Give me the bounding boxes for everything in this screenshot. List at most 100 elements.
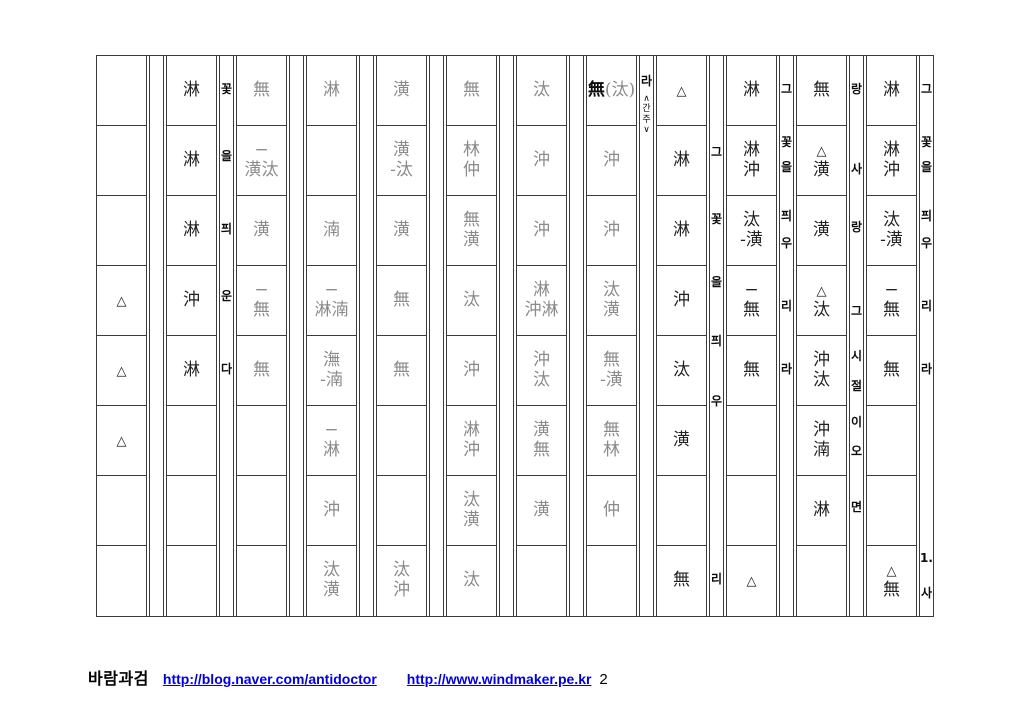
note-glyph: -潢 xyxy=(600,370,623,390)
note-glyph: − xyxy=(324,280,339,300)
note-glyph: 淋 xyxy=(743,80,760,100)
note-glyph: 沖 xyxy=(183,290,200,310)
note-cell: 汰潢 xyxy=(587,266,636,336)
note-column: 淋淋沖汰 -潢 − 無無 △ 無 xyxy=(866,55,917,617)
note-glyph: 淋 xyxy=(463,420,480,440)
note-glyph: − xyxy=(254,280,269,300)
blog-link[interactable]: http://blog.naver.com/antidoctor xyxy=(162,671,377,687)
lyric-syllable: 픠 xyxy=(920,209,933,224)
column-group-col-9: △ 淋淋沖汰潢無 그 꽃 을 픠 우 리 xyxy=(656,55,724,617)
note-line: 潢 xyxy=(463,232,480,249)
note-cell xyxy=(97,546,146,614)
note-cell xyxy=(307,126,356,196)
lyric-syllable: 1. xyxy=(920,551,933,565)
lyric-syllable: 주 xyxy=(642,114,651,125)
note-cell: 淋 xyxy=(797,476,846,546)
note-glyph: 淋 xyxy=(183,80,200,100)
note-cell: 淋 xyxy=(167,56,216,126)
note-cell: 潢 xyxy=(517,476,566,546)
note-line: 無 xyxy=(883,362,900,379)
lyric-syllable: 을 xyxy=(780,160,793,175)
note-cell xyxy=(237,546,286,614)
note-column: △ △ △ xyxy=(96,55,147,617)
note-line: 淋 xyxy=(533,282,550,299)
lyric-syllable: 시 xyxy=(850,348,863,363)
note-line: 淋 xyxy=(673,152,690,169)
note-line: 無 xyxy=(883,581,900,599)
note-cell xyxy=(727,406,776,476)
note-line: 無 xyxy=(813,82,830,99)
note-glyph: 沖 xyxy=(533,350,550,370)
note-line: 潢汰 xyxy=(245,162,279,179)
note-line: 無 xyxy=(743,302,760,319)
site-link[interactable]: http://www.windmaker.pe.kr xyxy=(406,671,592,687)
note-line: 無 xyxy=(253,82,270,99)
triangle-mark: △ xyxy=(116,294,127,309)
note-glyph: 汰 xyxy=(463,490,480,510)
note-glyph: 沖 xyxy=(533,150,550,170)
note-line: 沖 xyxy=(533,352,550,369)
note-line: -湳 xyxy=(320,372,343,389)
note-line: 潢 xyxy=(533,422,550,439)
note-line: -汰 xyxy=(390,162,413,179)
lyric-syllable: 그 xyxy=(850,303,863,318)
column-group-col-3: 無 − 潢汰潢 − 無無 xyxy=(236,55,304,617)
lyric-syllable: 리 xyxy=(710,572,723,586)
note-cell: 淋 xyxy=(657,196,706,266)
lyric-syllable: 사 xyxy=(850,161,863,176)
triangle-mark: △ xyxy=(746,573,757,589)
note-line: 淋湳 xyxy=(315,302,349,319)
note-line: 沖 xyxy=(603,222,620,239)
note-line: 無 xyxy=(393,292,410,309)
note-cell: △ xyxy=(97,336,146,406)
note-line: 淋 xyxy=(463,422,480,439)
note-glyph: 淋 xyxy=(183,360,200,380)
lyric-syllable: 면 xyxy=(850,499,863,514)
lyric-syllable: 오 xyxy=(850,443,863,458)
note-glyph: 無 xyxy=(813,80,830,100)
note-cell: 沖 xyxy=(587,126,636,196)
note-cell: △ 潢 xyxy=(797,126,846,196)
note-glyph: 湳 xyxy=(813,440,830,460)
note-glyph: 潕 xyxy=(323,350,340,370)
note-cell: 汰 xyxy=(517,56,566,126)
note-line: 無 xyxy=(253,362,270,379)
note-cell: 無 xyxy=(657,546,706,614)
note-glyph: 淋 xyxy=(813,500,830,520)
lyric-syllable: 운 xyxy=(220,288,233,303)
note-cell: 汰 xyxy=(447,266,496,336)
note-cell: 無 xyxy=(727,336,776,406)
note-cell xyxy=(237,476,286,546)
note-glyph: 淋 xyxy=(323,440,340,460)
note-line: 無 xyxy=(393,362,410,379)
note-glyph: 潢汰 xyxy=(244,160,279,180)
column-group-col-5: 潢潢 -汰潢無無汰沖 xyxy=(376,55,444,617)
note-line: 沖 xyxy=(673,292,690,309)
note-line: 汰 xyxy=(813,302,830,319)
note-cell: 沖 xyxy=(447,336,496,406)
note-line: 沖 xyxy=(533,222,550,239)
lyric-column xyxy=(429,55,444,617)
column-group-col-1: △ △ △ xyxy=(96,55,164,617)
note-line: 汰 xyxy=(673,362,690,379)
lyric-syllable: 우 xyxy=(710,393,723,408)
note-line: 潢 xyxy=(393,222,410,239)
note-glyph: 汰 xyxy=(673,360,690,380)
note-glyph: 汰 xyxy=(463,290,480,310)
note-cell xyxy=(97,56,146,126)
note-cell: △ xyxy=(727,546,776,614)
note-line: △ xyxy=(117,292,127,309)
note-cell: 無潢 xyxy=(447,196,496,266)
note-cell xyxy=(97,126,146,196)
note-glyph: 無 xyxy=(253,300,270,320)
lyric-syllable: 그 xyxy=(710,145,723,159)
note-cell xyxy=(237,406,286,476)
note-cell: 汰 xyxy=(447,546,496,614)
note-cell xyxy=(377,406,426,476)
note-cell: 沖 xyxy=(657,266,706,336)
note-line: 沖 xyxy=(813,352,830,369)
lyric-syllable: 꽃 xyxy=(710,211,723,226)
note-glyph: 潢 xyxy=(673,430,690,450)
note-cell xyxy=(797,546,846,614)
